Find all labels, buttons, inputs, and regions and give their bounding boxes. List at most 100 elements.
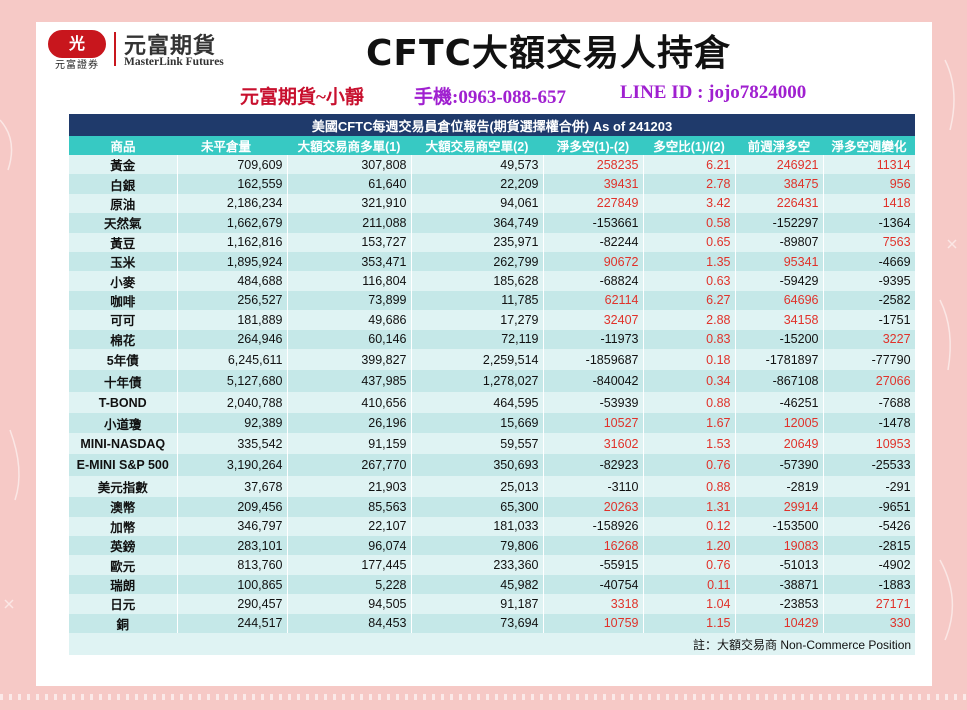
cell-weekly-change: -2582: [823, 290, 916, 311]
cell-ratio: 0.12: [643, 516, 736, 537]
cell-product: 天然氣: [69, 213, 178, 233]
cell-long: 85,563: [287, 497, 412, 517]
cell-weekly-change: 3227: [823, 329, 916, 349]
table-row: 可可 181,889 49,686 17,279 32407 2.88 34158 -1751: [69, 310, 916, 330]
table-row: 日元 290,457 94,505 91,187 3318 1.04 -23853 27171: [69, 594, 916, 614]
cell-ratio: 1.15: [643, 613, 736, 634]
cell-ratio: 2.78: [643, 174, 736, 194]
cell-net: 20263: [543, 497, 644, 517]
cell-long: 5,228: [287, 574, 412, 595]
cell-product: 瑞朗: [69, 574, 178, 595]
cell-product: 咖啡: [69, 290, 178, 311]
table-row: 小麥 484,688 116,804 185,628 -68824 0.63 -59429-…: [69, 271, 916, 291]
table-row: 玉米 1,895,924 353,471 262,799 90672 1.35 95341-…: [69, 251, 916, 272]
cell-net: -840042: [543, 370, 644, 392]
cell-ratio: 2.88: [643, 310, 736, 330]
table-body: 黃金 709,609 307,808 49,573 258235 6.21 246921 11…: [69, 155, 916, 634]
cell-product: 歐元: [69, 555, 178, 575]
cell-open-interest: 264,946: [177, 329, 288, 349]
cell-long: 211,088: [287, 213, 412, 233]
cell-open-interest: 290,457: [177, 594, 288, 614]
cell-short: 181,033: [411, 516, 544, 537]
table-row: 天然氣 1,662,679 211,088 364,749 -153661 0.58 -15…: [69, 213, 916, 233]
header-ratio: 多空比(1)/(2): [643, 136, 735, 155]
cell-prev-net: -23853: [735, 594, 824, 614]
cell-ratio: 1.67: [643, 413, 736, 433]
cell-ratio: 1.53: [643, 432, 736, 455]
cell-open-interest: 1,662,679: [177, 213, 288, 233]
cell-short: 15,669: [411, 413, 544, 433]
cell-net: -82244: [543, 232, 644, 252]
cell-product: E-MINI S&P 500: [69, 454, 178, 476]
cell-short: 72,119: [411, 329, 544, 349]
cell-weekly-change: -4902: [823, 555, 916, 575]
cell-short: 17,279: [411, 310, 544, 330]
company-logo: 光 元富證券 元富期貨 MasterLink Futures: [46, 28, 246, 71]
cell-weekly-change: -9395: [823, 271, 916, 291]
cell-prev-net: 38475: [735, 174, 824, 194]
cell-prev-net: -38871: [735, 574, 824, 595]
cell-net: -1859687: [543, 348, 644, 371]
cell-weekly-change: -1478: [823, 413, 916, 433]
header-short: 大額交易商空單(2): [411, 136, 543, 155]
cell-weekly-change: -1751: [823, 310, 916, 330]
cell-prev-net: 64696: [735, 290, 824, 311]
cell-product: 小道瓊: [69, 413, 178, 433]
cell-open-interest: 283,101: [177, 536, 288, 556]
cell-prev-net: 34158: [735, 310, 824, 330]
table-row: 黃金 709,609 307,808 49,573 258235 6.21 246921 11…: [69, 155, 916, 175]
cell-open-interest: 484,688: [177, 271, 288, 291]
cell-weekly-change: -4669: [823, 251, 916, 272]
cell-prev-net: 226431: [735, 193, 824, 214]
cell-long: 116,804: [287, 271, 412, 291]
cell-open-interest: 3,190,264: [177, 454, 288, 476]
cell-ratio: 6.21: [643, 155, 736, 175]
cell-weekly-change: -77790: [823, 348, 916, 371]
cell-short: 65,300: [411, 497, 544, 517]
cell-short: 49,573: [411, 155, 544, 175]
page-title: CFTC大額交易人持倉: [366, 33, 731, 74]
cell-long: 61,640: [287, 174, 412, 194]
cell-open-interest: 813,760: [177, 555, 288, 575]
cell-weekly-change: -2815: [823, 536, 916, 556]
cell-open-interest: 244,517: [177, 613, 288, 634]
cell-long: 73,899: [287, 290, 412, 311]
cell-open-interest: 335,542: [177, 432, 288, 455]
cell-weekly-change: 956: [823, 174, 916, 194]
cell-product: T-BOND: [69, 391, 178, 414]
header-open-interest: 未平倉量: [177, 136, 287, 155]
cell-prev-net: -1781897: [735, 348, 824, 371]
cell-product: 原油: [69, 193, 178, 214]
cell-ratio: 0.88: [643, 391, 736, 414]
cell-net: 62114: [543, 290, 644, 311]
cell-open-interest: 2,040,788: [177, 391, 288, 414]
cell-weekly-change: 1418: [823, 193, 916, 214]
cell-long: 399,827: [287, 348, 412, 371]
table-row: T-BOND 2,040,788 410,656 464,595 -53939 0.88-…: [69, 391, 916, 414]
cell-long: 49,686: [287, 310, 412, 330]
cell-long: 91,159: [287, 432, 412, 455]
cell-short: 22,209: [411, 174, 544, 194]
table-row: 白銀 162,559 61,640 22,209 39431 2.78 38475 956: [69, 174, 916, 194]
table-note: 註：大額交易商 Non-Commerce Position: [69, 633, 916, 656]
cell-prev-net: 246921: [735, 155, 824, 175]
table-row: E-MINI S&P 500 3,190,264 267,770 350,693 -82…: [69, 454, 916, 476]
cell-short: 262,799: [411, 251, 544, 272]
table-row: 十年債 5,127,680 437,985 1,278,027 -840042 0.34-…: [69, 370, 916, 392]
cell-open-interest: 5,127,680: [177, 370, 288, 392]
positions-table-wrapper: 美國CFTC每週交易員倉位報告(期貨選擇權合併) As of 241203 商品…: [69, 114, 916, 656]
table-row: 美元指數 37,678 21,903 25,013 -3110 0.88 -2819 -291: [69, 475, 916, 498]
table-row: 棉花 264,946 60,146 72,119 -11973 0.83 -15200 322…: [69, 329, 916, 349]
table-row: 歐元 813,760 177,445 233,360 -55915 0.76 -51013-…: [69, 555, 916, 575]
cell-weekly-change: -9651: [823, 497, 916, 517]
cell-prev-net: 10429: [735, 613, 824, 634]
cell-net: 16268: [543, 536, 644, 556]
cell-open-interest: 1,162,816: [177, 232, 288, 252]
cell-product: 玉米: [69, 251, 178, 272]
cell-long: 22,107: [287, 516, 412, 537]
cell-long: 21,903: [287, 475, 412, 498]
table-row: 銅 244,517 84,453 73,694 10759 1.15 10429 330: [69, 613, 916, 634]
header-net: 淨多空(1)-(2): [543, 136, 643, 155]
cell-short: 91,187: [411, 594, 544, 614]
cell-weekly-change: -7688: [823, 391, 916, 414]
